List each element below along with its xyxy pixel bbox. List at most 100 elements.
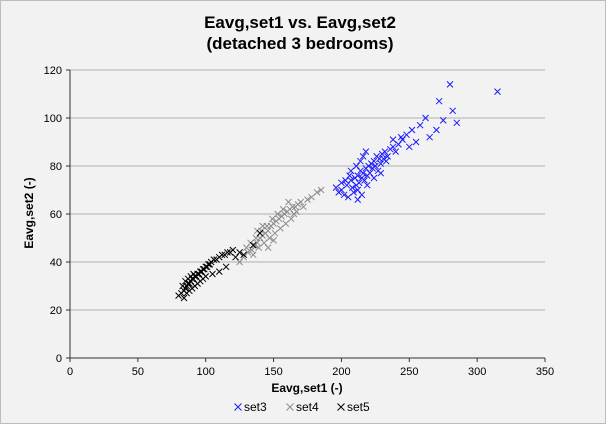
data-point [363,172,371,179]
data-point [190,270,197,278]
data-point [252,234,260,242]
data-point [405,143,413,151]
data-point [435,97,443,105]
data-point [270,237,277,244]
data-point [243,244,250,251]
data-point [224,249,231,256]
data-point [363,181,371,189]
data-point [416,121,424,129]
data-point [344,193,352,201]
data-point [179,282,186,290]
data-point [248,246,256,254]
data-point [244,249,252,256]
x-tick-label: 300 [468,366,486,378]
data-point [264,244,272,251]
data-point [285,198,292,206]
data-point [253,239,261,247]
data-point [408,126,416,134]
y-tick-label: 60 [50,209,62,221]
data-point [229,246,237,254]
data-point [346,172,353,179]
data-point [449,107,457,115]
data-point [358,174,366,182]
data-point [210,256,218,263]
y-axis-title: Eavg,set2 (-) [22,177,36,248]
y-tick-label: 20 [50,305,62,317]
legend-marker [337,403,345,411]
series-set3 [332,81,501,203]
y-tick-label: 40 [50,257,62,269]
data-point [308,193,315,201]
data-point [293,208,300,215]
x-tick-label: 150 [264,366,282,378]
data-point [362,148,370,155]
data-point [202,273,210,280]
data-point [240,253,248,261]
data-point [271,229,279,237]
data-point [354,186,362,194]
data-point [395,141,402,148]
data-point [426,133,433,141]
y-tick-label: 100 [44,113,62,125]
data-point [354,172,362,179]
data-point [236,258,243,266]
data-point [359,169,367,177]
x-tick-label: 250 [400,366,418,378]
data-point [266,234,273,242]
data-point [348,184,356,191]
x-tick-label: 200 [332,366,350,378]
data-point [259,222,267,230]
x-tick-label: 350 [536,366,554,378]
data-point [392,148,400,155]
y-tick-label: 120 [44,65,62,77]
data-point [384,153,391,160]
data-point [403,131,410,139]
data-point [412,138,420,146]
data-point [343,181,351,189]
data-point [289,203,296,211]
data-point [236,249,243,256]
legend-marker [286,403,294,411]
data-point [256,229,264,237]
data-point [347,167,355,175]
chart-subtitle: (detached 3 bedrooms) [206,34,393,53]
data-point [389,143,397,151]
data-point [372,162,379,170]
data-point [370,174,378,182]
data-point [338,179,345,187]
data-point [332,184,340,191]
data-point [215,268,223,275]
data-point [453,119,461,127]
data-point [422,114,429,122]
data-point [297,198,305,206]
data-point [381,148,389,155]
y-tick-label: 0 [56,353,62,365]
data-point [353,181,360,189]
data-point [274,210,281,218]
data-point [287,215,295,223]
legend: set3 set4 set5 [234,400,370,414]
data-point [358,191,366,199]
series-set4 [236,186,325,266]
legend-label: set5 [347,400,370,414]
data-point [389,136,397,143]
data-point [260,239,268,247]
data-point [377,160,385,167]
data-point [347,177,355,184]
data-point [317,186,325,194]
data-point [354,196,362,203]
data-point [446,81,454,88]
data-point [304,196,311,203]
y-tick-label: 80 [50,161,62,173]
data-point [277,225,284,232]
data-point [350,189,357,196]
data-point [180,294,188,302]
legend-marker [234,403,242,411]
data-point [397,133,405,141]
data-point [240,251,248,259]
legend-label: set3 [244,400,267,414]
data-point [340,191,348,199]
axes [66,69,546,362]
data-point [439,117,447,124]
